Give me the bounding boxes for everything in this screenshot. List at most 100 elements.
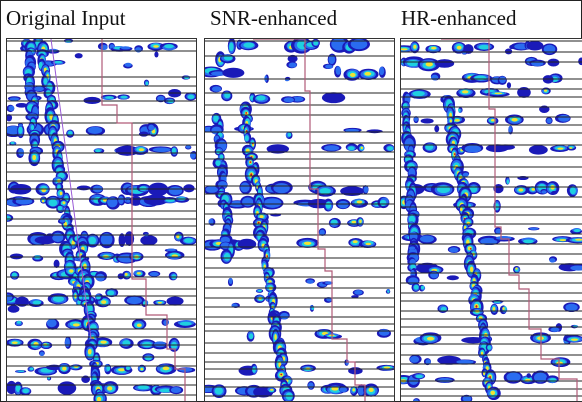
heat-blob <box>569 147 573 149</box>
heat-blob <box>337 200 349 209</box>
heat-blob <box>137 385 150 390</box>
heat-blob <box>454 118 460 122</box>
heat-blob <box>287 132 292 137</box>
estimate-line <box>50 39 92 340</box>
heat-blob <box>219 154 224 160</box>
heat-blob <box>124 231 135 246</box>
heat-blob <box>140 235 158 246</box>
heat-blob <box>48 199 58 207</box>
heat-blob <box>401 48 408 51</box>
heat-blob <box>440 306 447 312</box>
heat-blob <box>366 129 383 134</box>
heat-blob <box>171 147 177 154</box>
heat-blob <box>415 374 423 379</box>
heat-blob <box>526 40 544 51</box>
heat-blob <box>9 97 20 101</box>
heat-blob <box>266 255 269 258</box>
heat-blob <box>437 377 453 383</box>
heat-blob <box>87 126 103 134</box>
heat-blob <box>306 279 314 284</box>
heat-blob <box>162 366 170 371</box>
heat-blob <box>76 185 91 191</box>
heat-blob <box>268 280 272 284</box>
heat-blob <box>72 323 80 327</box>
heat-blob <box>493 183 504 194</box>
heat-blob <box>365 242 372 246</box>
heat-blob <box>478 44 490 50</box>
heat-blob <box>218 181 228 189</box>
heat-blob <box>242 197 254 207</box>
heat-blob <box>487 345 492 350</box>
heat-blob <box>107 290 115 296</box>
heat-blob <box>22 388 29 394</box>
heat-blob <box>16 320 22 324</box>
heat-blob <box>163 319 169 326</box>
heat-blob <box>431 74 439 81</box>
heat-blob <box>126 199 131 203</box>
heat-blob <box>7 114 13 122</box>
spectrogram-snr <box>205 39 394 401</box>
heat-blob <box>313 40 319 46</box>
heat-blob <box>425 359 431 365</box>
panel-title-hr: HR-enhanced <box>401 6 517 30</box>
heat-blob <box>7 305 20 313</box>
heat-blob <box>107 386 113 391</box>
heat-blob <box>184 238 194 243</box>
heat-blob <box>229 42 234 52</box>
heat-blob <box>409 355 420 363</box>
heat-blob <box>153 45 159 48</box>
heat-blob <box>145 355 152 361</box>
heat-blob <box>274 334 277 341</box>
heat-blob <box>223 252 231 261</box>
heat-blob <box>352 240 358 244</box>
heat-blob <box>546 118 552 124</box>
heat-blob <box>518 188 524 192</box>
heat-blob <box>190 152 196 159</box>
heat-blob <box>331 386 339 391</box>
heat-blob <box>379 199 387 207</box>
heat-blob <box>18 148 24 156</box>
heat-blob <box>122 340 131 346</box>
heat-blob <box>95 149 101 153</box>
heat-blob <box>359 219 362 223</box>
heat-blob <box>414 116 418 122</box>
heat-blob <box>528 145 548 155</box>
heat-blob <box>102 198 108 202</box>
heat-blob <box>41 200 45 203</box>
heat-blob <box>493 301 501 303</box>
heat-blob <box>495 228 502 234</box>
heat-blob <box>59 218 66 223</box>
heat-blob <box>350 39 368 50</box>
heat-blob <box>105 96 114 99</box>
heat-blob <box>11 341 18 345</box>
heat-blob <box>565 303 578 311</box>
heat-blob <box>63 221 68 227</box>
reference-trace <box>101 39 186 401</box>
heat-blob <box>508 125 512 133</box>
heat-blob <box>480 237 498 245</box>
heat-blob <box>152 147 171 153</box>
heat-blob <box>434 59 455 68</box>
heat-blob <box>268 312 277 317</box>
heat-blob <box>43 78 48 85</box>
heat-blob <box>10 141 15 145</box>
heat-blob <box>462 51 467 55</box>
heat-blob <box>461 337 486 344</box>
heat-blob <box>149 271 159 277</box>
heat-blob <box>469 247 472 250</box>
heat-blob <box>454 153 456 156</box>
heat-blob <box>458 108 461 112</box>
heat-blob <box>166 248 177 252</box>
heat-blob <box>570 265 582 271</box>
heat-blob <box>557 147 564 150</box>
heat-blob <box>249 161 252 163</box>
heat-blob <box>30 124 35 131</box>
heat-blob <box>474 75 487 81</box>
heat-blob <box>266 144 290 154</box>
heat-blob <box>118 368 126 372</box>
panel-title-snr: SNR-enhanced <box>210 6 338 30</box>
heat-blob <box>148 124 155 131</box>
heat-blob <box>211 71 226 76</box>
heat-blob <box>308 382 314 389</box>
heat-blob <box>413 399 419 401</box>
